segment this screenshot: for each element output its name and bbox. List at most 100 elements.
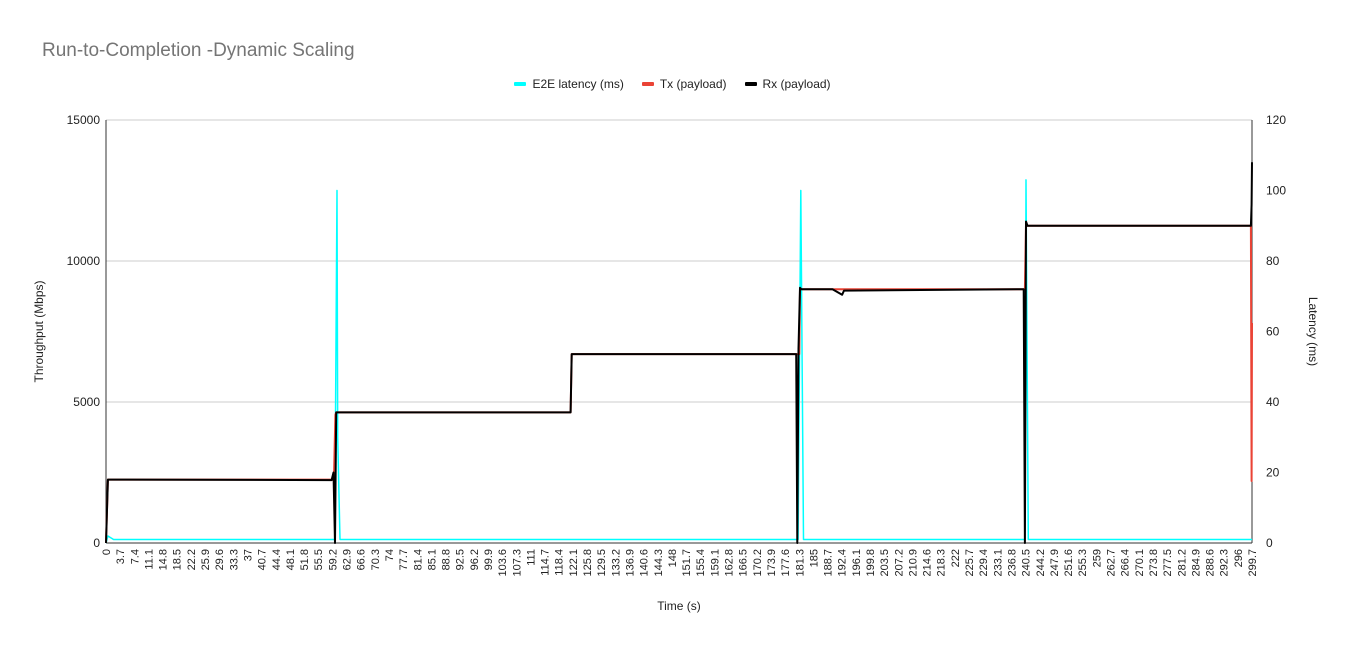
x-tick-label: 99.9 xyxy=(483,549,495,570)
x-tick-label: 81.4 xyxy=(412,549,424,570)
y-right-tick-label: 80 xyxy=(1266,254,1280,268)
x-tick-label: 218.3 xyxy=(936,549,948,577)
x-tick-label: 118.4 xyxy=(554,549,566,576)
x-tick-label: 66.6 xyxy=(356,549,368,570)
x-tick-label: 233.1 xyxy=(992,549,1004,577)
x-tick-label: 62.9 xyxy=(342,549,354,570)
x-tick-label: 240.5 xyxy=(1021,549,1033,577)
x-tick-label: 74 xyxy=(384,549,396,561)
x-tick-label: 259 xyxy=(1091,549,1103,567)
x-tick-label: 229.4 xyxy=(978,549,990,577)
legend-label-rx: Rx (payload) xyxy=(762,77,831,91)
x-tick-label: 173.9 xyxy=(766,549,778,577)
x-tick-label: 214.6 xyxy=(922,549,934,577)
series-tx-line xyxy=(105,224,1253,544)
x-tick-label: 44.4 xyxy=(271,549,283,570)
x-tick-label: 144.3 xyxy=(653,549,665,577)
y-left-tick-label: 5000 xyxy=(73,395,100,409)
x-tick-label: 18.5 xyxy=(172,549,184,570)
x-tick-label: 199.8 xyxy=(865,549,877,577)
x-tick-label: 207.2 xyxy=(893,549,905,577)
y-left-tick-label: 10000 xyxy=(67,254,101,268)
x-tick-label: 296 xyxy=(1233,549,1245,567)
y-right-tick-label: 120 xyxy=(1266,113,1286,127)
x-tick-label: 255.3 xyxy=(1077,549,1089,577)
y-right-tick-label: 0 xyxy=(1266,536,1273,550)
y-right-tick-label: 100 xyxy=(1266,184,1286,198)
x-tick-label: 122.1 xyxy=(568,549,580,577)
x-tick-label: 273.8 xyxy=(1148,549,1160,577)
x-tick-label: 92.5 xyxy=(455,549,467,570)
x-tick-label: 266.4 xyxy=(1120,549,1132,577)
x-tick-label: 262.7 xyxy=(1106,549,1118,577)
x-tick-label: 247.9 xyxy=(1049,549,1061,577)
legend: E2E latency (ms) Tx (payload) Rx (payloa… xyxy=(0,77,1345,91)
x-tick-label: 281.2 xyxy=(1176,549,1188,577)
y-left-tick-label: 15000 xyxy=(67,113,101,127)
x-tick-label: 244.2 xyxy=(1035,549,1047,577)
x-tick-label: 284.9 xyxy=(1190,549,1202,577)
legend-swatch-latency xyxy=(514,82,527,86)
series-rx-line xyxy=(105,162,1253,544)
x-tick-label: 177.6 xyxy=(780,549,792,577)
x-tick-label: 222 xyxy=(950,549,962,567)
x-tick-label: 251.6 xyxy=(1063,549,1075,577)
x-axis-title: Time (s) xyxy=(657,599,701,613)
x-tick-label: 85.1 xyxy=(426,549,438,570)
x-tick-label: 136.9 xyxy=(624,549,636,577)
legend-item-tx: Tx (payload) xyxy=(641,77,727,91)
x-tick-label: 170.2 xyxy=(752,549,764,577)
x-tick-label: 114.7 xyxy=(540,549,552,576)
y-right-tick-label: 40 xyxy=(1266,395,1280,409)
x-tick-label: 225.7 xyxy=(964,549,976,577)
x-tick-label: 37 xyxy=(242,549,254,561)
x-tick-label: 277.5 xyxy=(1162,549,1174,577)
x-tick-label: 22.2 xyxy=(186,549,198,570)
x-tick-label: 151.7 xyxy=(681,549,693,577)
legend-swatch-rx xyxy=(744,82,757,86)
x-tick-label: 270.1 xyxy=(1134,549,1146,577)
y-right-tick-label: 60 xyxy=(1266,325,1280,339)
x-tick-label: 96.2 xyxy=(469,549,481,570)
x-tick-label: 55.5 xyxy=(313,549,325,570)
x-tick-label: 33.3 xyxy=(228,549,240,570)
x-tick-label: 103.6 xyxy=(497,549,509,577)
x-tick-label: 129.5 xyxy=(596,549,608,577)
legend-swatch-tx xyxy=(641,82,654,86)
x-tick-label: 188.7 xyxy=(823,549,835,577)
x-tick-label: 0 xyxy=(101,549,113,555)
x-tick-label: 25.9 xyxy=(200,549,212,570)
x-tick-label: 288.6 xyxy=(1205,549,1217,577)
x-tick-label: 236.8 xyxy=(1006,549,1018,577)
x-tick-label: 166.5 xyxy=(738,549,750,577)
y-left-axis-title: Throughput (Mbps) xyxy=(32,280,46,382)
legend-label-latency: E2E latency (ms) xyxy=(532,77,624,91)
legend-label-tx: Tx (payload) xyxy=(659,77,727,91)
x-tick-label: 148 xyxy=(667,549,679,567)
x-tick-label: 181.3 xyxy=(794,549,806,577)
x-tick-label: 3.7 xyxy=(115,549,127,564)
x-tick-label: 7.4 xyxy=(129,549,141,564)
x-tick-label: 196.1 xyxy=(851,549,863,577)
x-tick-label: 14.8 xyxy=(158,549,170,570)
x-tick-label: 111 xyxy=(525,549,537,566)
chart-title: Run-to-Completion -Dynamic Scaling xyxy=(42,40,355,61)
x-tick-label: 140.6 xyxy=(639,549,651,577)
x-tick-label: 133.2 xyxy=(610,549,622,577)
x-tick-label: 185 xyxy=(808,549,820,567)
series-latency-line xyxy=(105,179,1252,544)
x-tick-label: 29.6 xyxy=(214,549,226,570)
x-tick-label: 203.5 xyxy=(879,549,891,577)
x-tick-label: 77.7 xyxy=(398,549,410,570)
x-tick-label: 11.1 xyxy=(143,549,155,570)
x-tick-label: 70.3 xyxy=(370,549,382,570)
y-right-axis-title: Latency (ms) xyxy=(1306,297,1320,366)
y-right-tick-label: 20 xyxy=(1266,466,1280,480)
x-tick-label: 107.3 xyxy=(511,549,523,577)
x-tick-label: 292.3 xyxy=(1219,549,1231,577)
x-tick-label: 40.7 xyxy=(257,549,269,570)
x-tick-label: 51.8 xyxy=(299,549,311,570)
legend-item-rx: Rx (payload) xyxy=(744,77,831,91)
